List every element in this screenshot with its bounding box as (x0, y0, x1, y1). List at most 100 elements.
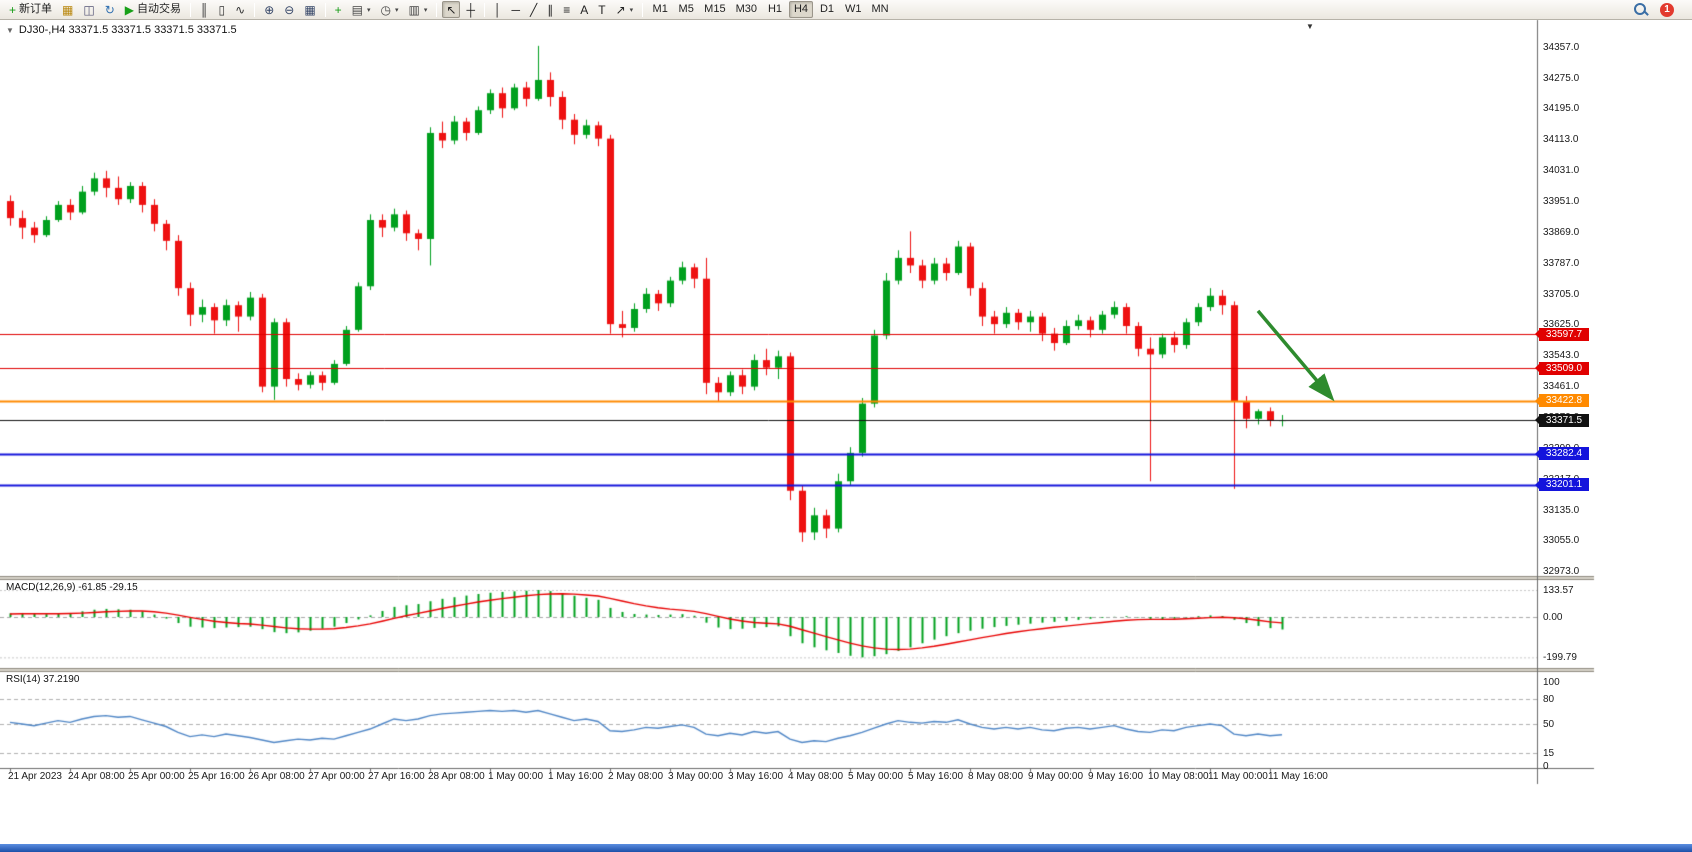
indicators-list-button[interactable]: ▤ ▾ (348, 1, 375, 18)
time-axis-label: 2 May 08:00 (608, 771, 664, 782)
one-click-trading-toggle-icon[interactable]: ▼ (6, 25, 14, 35)
time-axis-label: 10 May 08:00 (1148, 771, 1209, 782)
price-axis-label: 33625.0 (1543, 319, 1580, 331)
zoom-in-button[interactable]: ⊕ (260, 1, 278, 18)
fibonacci-button[interactable]: ≡ (559, 1, 574, 18)
vertical-line-icon: │ (493, 2, 502, 17)
profiles-button[interactable]: ◫ (79, 1, 98, 18)
timeframe-h1-button-label: H1 (767, 3, 783, 15)
time-axis-label: 1 May 00:00 (488, 771, 544, 782)
price-axis-label: 33543.0 (1543, 350, 1580, 362)
line-chart-button[interactable]: ∿ (231, 1, 249, 18)
time-axis-label: 25 Apr 16:00 (188, 771, 245, 782)
arrows-button[interactable]: ↗ ▾ (612, 1, 638, 18)
text-label-button[interactable]: T (594, 1, 609, 18)
price-axis-label: 33787.0 (1543, 257, 1580, 269)
text-button[interactable]: A (576, 1, 592, 18)
time-axis-label: 8 May 08:00 (968, 771, 1024, 782)
timeframe-m1-button[interactable]: M1 (648, 1, 672, 18)
price-axis-label: 33135.0 (1543, 504, 1580, 516)
timeframe-m15-button-label: M15 (704, 3, 726, 15)
macd-scale-label: 133.57 (1543, 585, 1574, 597)
new-order-icon: + (9, 2, 17, 17)
timeframe-m15-button[interactable]: M15 (700, 1, 729, 18)
panel-divider-macd[interactable] (0, 576, 1594, 581)
current-price-tag: 33371.5 (1535, 413, 1589, 427)
bar-chart-button[interactable]: ║ (196, 1, 213, 18)
indicators-button[interactable]: + (331, 1, 346, 18)
hline-price-tag: 33422.8 (1535, 394, 1589, 408)
time-axis-label: 21 Apr 2023 (8, 771, 62, 782)
trend-arrow-annotation[interactable] (1240, 300, 1350, 420)
price-axis-label: 33461.0 (1543, 381, 1580, 393)
time-axis-label: 27 Apr 16:00 (368, 771, 425, 782)
toolbar-separator (483, 2, 485, 17)
timeframe-d1-button[interactable]: D1 (815, 1, 839, 18)
time-axis-label: 26 Apr 08:00 (248, 771, 305, 782)
tile-windows-icon: ▦ (304, 2, 316, 17)
timeframe-h1-button[interactable]: H1 (763, 1, 787, 18)
tag-pointer (1535, 330, 1539, 339)
equidistant-channel-button[interactable]: ∥ (543, 1, 557, 18)
timeframe-m1-button-label: M1 (652, 3, 668, 15)
chart-title: DJ30-,H4 33371.5 33371.5 33371.5 33371.5 (18, 24, 237, 36)
tile-windows-button[interactable]: ▦ (300, 1, 319, 18)
macd-scale-label: 0.00 (1543, 612, 1563, 623)
line-chart-icon: ∿ (235, 2, 246, 17)
time-axis-label: 3 May 00:00 (668, 771, 724, 782)
hline-price-tag: 33509.0 (1535, 361, 1589, 375)
timeframe-m30-button[interactable]: M30 (732, 1, 761, 18)
timeframe-mn-button[interactable]: MN (867, 1, 892, 18)
new-order-button[interactable]: + 新订单 (5, 1, 56, 18)
rsi-indicator-label: RSI(14) 37.2190 (6, 674, 80, 685)
price-axis-label: 33869.0 (1543, 226, 1580, 238)
vertical-line-button[interactable]: │ (490, 1, 506, 18)
timeframe-h4-button-label: H4 (793, 3, 809, 15)
periods-button[interactable]: ◷ ▾ (377, 1, 403, 18)
toolbar-right-group: 1 (1633, 2, 1688, 17)
time-axis-label: 27 Apr 00:00 (308, 771, 365, 782)
timeframe-mn-button-label: MN (871, 3, 889, 15)
charts-button[interactable]: ▦ (58, 1, 77, 18)
bar-chart-icon: ║ (200, 2, 209, 17)
window-bottom-edge (0, 844, 1692, 852)
cursor-button[interactable]: ↖ (442, 1, 461, 18)
candlestick-chart-button[interactable]: ▯ (215, 1, 230, 18)
time-axis-label: 11 May 00:00 (1208, 771, 1268, 782)
macd-indicator-label: MACD(12,26,9) -61.85 -29.15 (6, 582, 138, 593)
price-axis-label: 34357.0 (1543, 42, 1580, 53)
toolbar-separator (190, 2, 191, 17)
autotrading-button[interactable]: ▶ 自动交易 (121, 1, 185, 18)
timeframe-w1-button-label: W1 (844, 3, 862, 15)
timeframe-h4-button[interactable]: H4 (788, 1, 813, 18)
indicators-icon: + (334, 2, 342, 17)
rsi-scale-label: 80 (1543, 693, 1555, 705)
horizontal-line-button[interactable]: ─ (507, 1, 524, 18)
templates-button[interactable]: ▥ ▾ (405, 1, 432, 18)
trendline-button[interactable]: ╱ (526, 1, 541, 18)
zoom-out-button[interactable]: ⊖ (280, 1, 298, 18)
candlestick-chart-icon: ▯ (218, 2, 226, 17)
chart-title-bar: ▼ DJ30-,H4 33371.5 33371.5 33371.5 33371… (6, 24, 237, 36)
panel-divider-rsi[interactable] (0, 668, 1594, 673)
time-axis-label: 3 May 16:00 (728, 771, 784, 782)
refresh-button[interactable]: ↻ (101, 1, 119, 18)
timeframe-w1-button[interactable]: W1 (841, 1, 866, 18)
crosshair-button[interactable]: ┼ (462, 1, 479, 18)
crosshair-icon: ┼ (466, 2, 475, 17)
tag-pointer (1535, 480, 1539, 489)
text-label-icon: T (598, 2, 606, 17)
price-axis-label: 34113.0 (1543, 134, 1579, 146)
tag-pointer (1535, 364, 1539, 373)
notification-badge[interactable]: 1 (1660, 2, 1674, 17)
fibonacci-icon: ≡ (563, 2, 571, 17)
tag-pointer (1535, 449, 1539, 458)
rsi-scale-label: 100 (1543, 677, 1560, 688)
time-axis-label: 1 May 16:00 (548, 771, 604, 782)
equidistant-channel-icon: ∥ (547, 2, 554, 17)
search-icon[interactable] (1633, 2, 1648, 17)
timeframe-m5-button[interactable]: M5 (674, 1, 698, 18)
chart-shift-marker-icon: ▼ (1306, 22, 1314, 31)
macd-scale-label: -199.79 (1543, 652, 1577, 664)
